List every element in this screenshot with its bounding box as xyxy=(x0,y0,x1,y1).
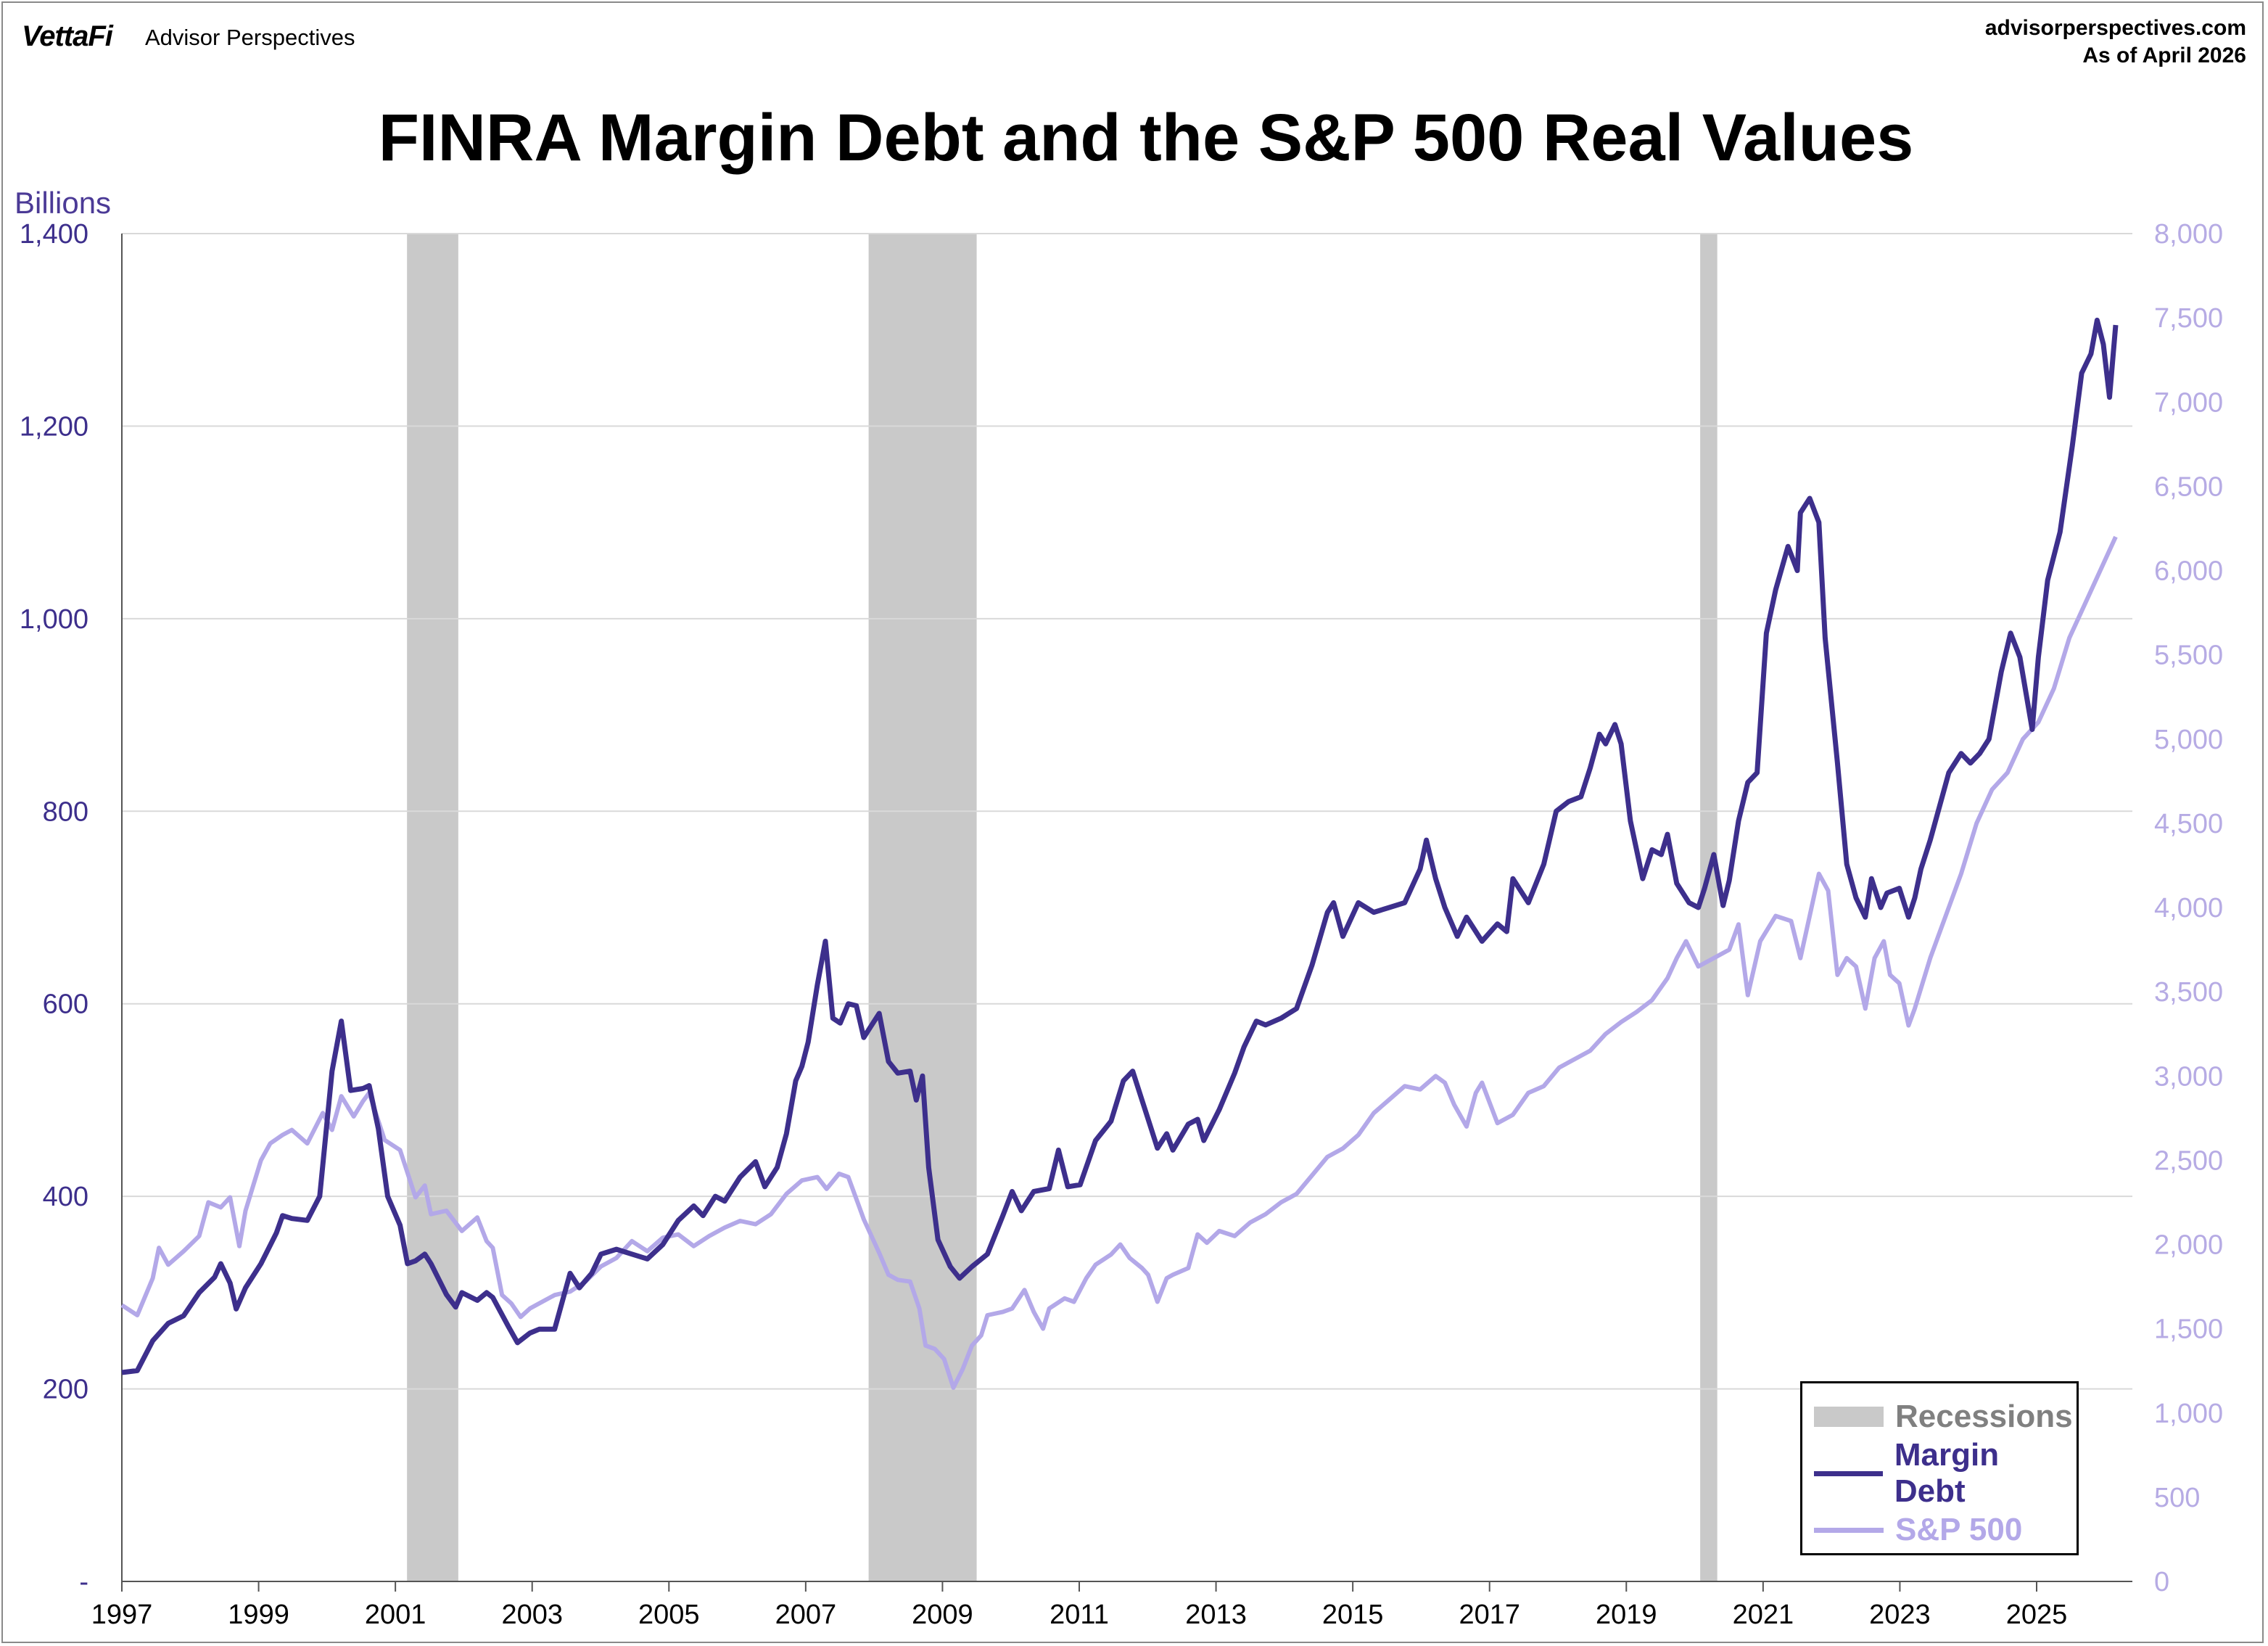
y-tick-right-label: 8,000 xyxy=(2154,219,2223,250)
y-tick-right-label: 0 xyxy=(2154,1567,2169,1597)
y-tick-left-label: 1,400 xyxy=(20,219,88,250)
x-tick-label: 2013 xyxy=(1185,1600,1247,1630)
sp500-line xyxy=(120,535,2118,1390)
as-of-date: As of April 2026 xyxy=(2082,44,2246,67)
x-tick-label: 2009 xyxy=(912,1600,973,1630)
margin-debt-line xyxy=(121,317,2119,1375)
x-tick-label: 2019 xyxy=(1596,1600,1657,1630)
y-tick-right-label: 4,000 xyxy=(2154,893,2223,923)
legend-item-recessions: Recessions xyxy=(1814,1395,2073,1439)
y-tick-right-label: 1,500 xyxy=(2154,1314,2223,1345)
y-tick-left-label: 1,200 xyxy=(20,411,88,442)
legend-item-sp500: S&P 500 xyxy=(1814,1508,2022,1552)
y-tick-right-label: 5,500 xyxy=(2154,641,2223,671)
brand-subtitle: Advisor Perspectives xyxy=(145,25,355,50)
y-tick-left-label: 1,000 xyxy=(20,604,88,635)
recession-band-0 xyxy=(407,234,458,1581)
x-tick-label: 2011 xyxy=(1050,1600,1109,1630)
legend-swatch-margin-debt xyxy=(1814,1470,1883,1476)
chart-title: FINRA Margin Debt and the S&P 500 Real V… xyxy=(378,101,1914,175)
x-tick-label: 2001 xyxy=(365,1600,426,1630)
y-tick-left-label: 800 xyxy=(43,797,88,827)
y-tick-right-label: 6,500 xyxy=(2154,472,2223,502)
x-tick-label: 2017 xyxy=(1459,1600,1520,1630)
x-tick-label: 2023 xyxy=(1869,1600,1931,1630)
y-axis-left-label: Billions xyxy=(15,186,112,220)
y-tick-right-label: 2,000 xyxy=(2154,1230,2223,1261)
y-tick-right-label: 500 xyxy=(2154,1483,2200,1513)
x-tick-label: 2005 xyxy=(638,1600,700,1630)
y-tick-right-label: 1,000 xyxy=(2154,1399,2223,1429)
y-tick-left-label: 600 xyxy=(43,989,88,1020)
x-tick-label: 1997 xyxy=(91,1600,153,1630)
x-tick-label: 2003 xyxy=(501,1600,563,1630)
legend: Recessions Margin Debt S&P 500 xyxy=(1800,1381,2079,1555)
y-tick-right-label: 6,000 xyxy=(2154,556,2223,587)
x-tick-label: 2007 xyxy=(775,1600,837,1630)
source-block: advisorperspectives.com As of April 2026 xyxy=(1985,15,2246,70)
y-tick-right-label: 7,000 xyxy=(2154,387,2223,418)
legend-swatch-recessions xyxy=(1814,1407,1884,1427)
x-tick-label: 1999 xyxy=(228,1600,289,1630)
brand-logo: VettaFi xyxy=(22,20,113,52)
x-tick-label: 2021 xyxy=(1733,1600,1794,1630)
recession-band-1 xyxy=(868,234,977,1581)
y-tick-right-label: 3,000 xyxy=(2154,1061,2223,1092)
legend-label-recessions: Recessions xyxy=(1895,1399,2073,1434)
x-tick-label: 2015 xyxy=(1322,1600,1384,1630)
x-tick-label: 2025 xyxy=(2006,1600,2068,1630)
legend-item-margin-debt: Margin Debt xyxy=(1814,1437,2077,1509)
y-tick-left-label: 200 xyxy=(43,1375,88,1405)
y-tick-right-label: 3,500 xyxy=(2154,977,2223,1008)
legend-label-margin-debt: Margin Debt xyxy=(1894,1437,2000,1509)
recession-band-2 xyxy=(1700,234,1718,1581)
legend-swatch-sp500 xyxy=(1814,1527,1884,1533)
legend-label-sp500: S&P 500 xyxy=(1895,1512,2023,1547)
y-tick-right-label: 2,500 xyxy=(2154,1145,2223,1176)
y-tick-left-label: 400 xyxy=(43,1182,88,1212)
y-tick-right-label: 4,500 xyxy=(2154,809,2223,839)
y-tick-right-label: 5,000 xyxy=(2154,725,2223,755)
y-tick-right-label: 7,500 xyxy=(2154,303,2223,334)
source-url: advisorperspectives.com xyxy=(1984,16,2246,40)
y-tick-left-label: - xyxy=(79,1567,88,1597)
